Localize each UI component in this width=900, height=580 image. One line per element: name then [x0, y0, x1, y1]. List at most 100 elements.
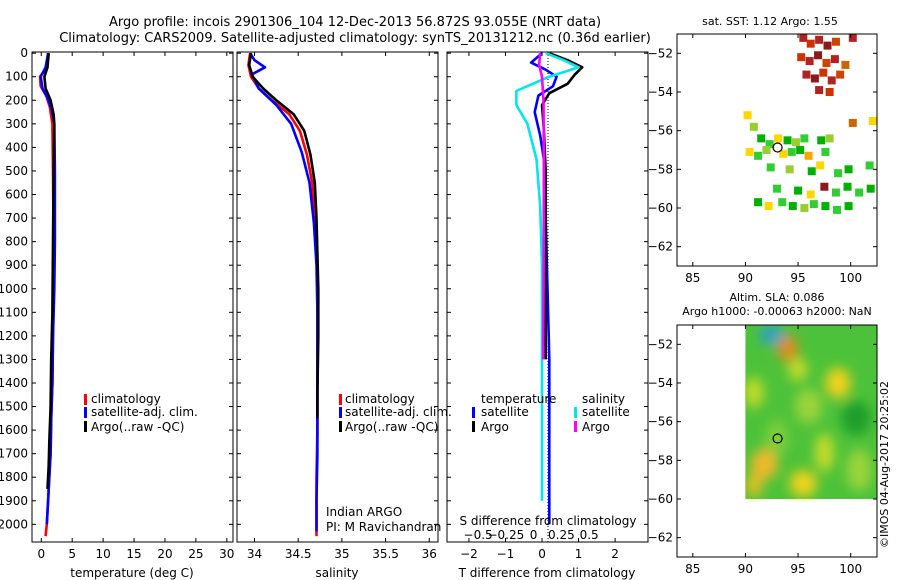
x-tick-label: −1: [497, 547, 515, 561]
sst-cell: [810, 74, 819, 83]
y-tick-label: 2000: [0, 517, 28, 531]
x-tick-label: 85: [685, 271, 700, 285]
sst-cell: [819, 68, 828, 77]
float-marker: [772, 142, 783, 153]
x-tick-label: 90: [738, 271, 753, 285]
sst-cell: [800, 134, 809, 143]
legend-swatch-satellite: [339, 407, 342, 418]
sla-blobs: [745, 325, 872, 498]
y-tick-label: −54: [648, 376, 673, 390]
legend-satellite: satellite-adj. clim.: [91, 405, 198, 419]
x-tick-label: 90: [738, 562, 753, 576]
sst-cell: [865, 161, 874, 170]
x-tick-label: 100: [839, 271, 862, 285]
sst-cell: [749, 122, 758, 131]
sst-cell: [807, 167, 816, 176]
y-tick-label: 700: [5, 211, 28, 225]
legend-swatch-t-argo: [472, 421, 475, 432]
sst-cell: [866, 184, 875, 193]
y-tick-label: 400: [5, 140, 28, 154]
sst-cell: [815, 35, 824, 44]
x-tick-label: 100: [839, 562, 862, 576]
sst-cell: [804, 151, 813, 160]
y-tick-label: 300: [5, 117, 28, 131]
series-t-argo: [540, 51, 584, 360]
salinity-panel: 34 34.5 35 35.5 36 salinity climatology sate…: [236, 51, 452, 580]
annotation-pi: PI: M Ravichandran: [326, 520, 441, 534]
sst-cell: [754, 198, 763, 207]
temperature-series: [38, 52, 57, 537]
sla-map-panel: Altim. SLA: 0.086 Argo h1000: -0.00063 h…: [648, 291, 878, 576]
sst-cell: [823, 41, 832, 50]
sla-blob: [841, 400, 871, 436]
y-tick-label: 1800: [0, 470, 28, 484]
sst-cell: [799, 33, 808, 42]
sst-cell: [743, 111, 752, 120]
x-tick-label: 34: [247, 547, 262, 561]
sst-cell: [796, 146, 805, 154]
y-tick-label: 1200: [0, 329, 28, 343]
s-tick-label: 0: [530, 528, 538, 542]
y-tick-label: −62: [648, 531, 673, 545]
x-tick-label: 2: [611, 547, 619, 561]
float-marker: [772, 433, 783, 444]
sst-cell: [779, 149, 788, 158]
x-tick-label: 95: [790, 562, 805, 576]
x-tick-label: 20: [157, 547, 172, 561]
sst-cell: [762, 146, 771, 154]
sst-cell: [825, 88, 834, 96]
y-tick-label: 1700: [0, 447, 28, 461]
sst-cell: [764, 202, 773, 211]
s-tick-label: −0.25: [487, 528, 524, 542]
legend-climatology: climatology: [345, 392, 415, 406]
sst-cell: [816, 161, 825, 170]
sla-map-title: Altim. SLA: 0.086: [729, 291, 824, 304]
difference-series: [515, 51, 584, 525]
salinity-legend: climatology satellite-adj. clim. Argo(..…: [339, 392, 452, 434]
temperature-ticks: 0 5 10 15 20 25 300100200300400500600700800900…: [0, 46, 234, 561]
sst-cell: [855, 188, 864, 197]
x-tick-label: 5: [68, 547, 76, 561]
sst-cell: [783, 136, 792, 145]
y-tick-label: 500: [5, 164, 28, 178]
sla-blob: [745, 377, 764, 409]
header-line-1: Argo profile: incois 2901306_104 12-Dec-…: [109, 15, 601, 30]
x-tick-label: 95: [790, 271, 805, 285]
sst-cell: [806, 190, 815, 199]
sst-cell: [791, 138, 800, 147]
x-tick-label: 35: [334, 547, 349, 561]
x-tick-label: 25: [188, 547, 203, 561]
x-tick-label: 35.5: [372, 547, 399, 561]
sst-cell: [774, 134, 783, 143]
y-tick-label: 1100: [0, 305, 28, 319]
y-tick-label: −58: [648, 162, 673, 176]
legend-swatch-t-satellite: [472, 407, 475, 418]
sst-cell: [848, 118, 857, 127]
sst-cell: [821, 202, 830, 211]
sst-cell: [831, 188, 840, 197]
sst-cell: [788, 202, 797, 211]
difference-xlabel: T difference from climatology: [458, 566, 636, 580]
s-tick-label: −0.5: [464, 528, 493, 542]
sst-cell: [806, 39, 815, 48]
sst-map-title: sat. SST: 1.12 Argo: 1.55: [702, 15, 838, 28]
sst-cell: [800, 204, 809, 212]
legend-swatch-satellite: [84, 407, 87, 418]
salinity-series: [247, 52, 320, 537]
salinity-ticks: 34 34.5 35 35.5 36: [237, 52, 438, 561]
sst-cell: [787, 147, 796, 156]
sst-map-cells: [743, 33, 877, 214]
series-climatology: [247, 53, 319, 537]
x-tick-label: 36: [422, 547, 437, 561]
sst-cell: [809, 200, 818, 209]
legend-swatch-s-argo: [574, 421, 577, 432]
y-tick-label: 1400: [0, 376, 28, 390]
sst-cell: [815, 86, 824, 95]
x-tick-label: 1: [575, 547, 583, 561]
series-argo: [247, 53, 320, 419]
sst-cell: [831, 37, 840, 46]
y-tick-label: −52: [648, 337, 673, 351]
x-tick-label: −2: [460, 547, 478, 561]
legend-title-salinity: salinity: [582, 392, 625, 406]
sla-blob: [765, 419, 789, 455]
